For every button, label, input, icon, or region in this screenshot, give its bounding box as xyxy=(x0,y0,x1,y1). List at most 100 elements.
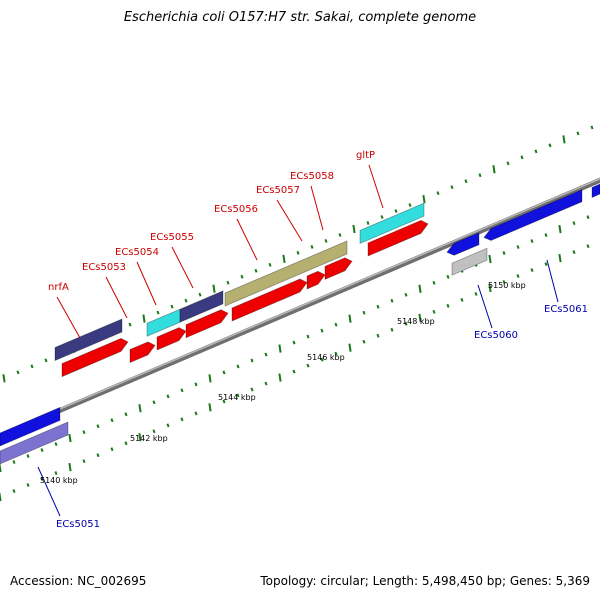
tick-mark xyxy=(478,173,482,178)
tick-mark xyxy=(124,441,128,446)
tick-mark xyxy=(422,194,426,204)
tick-mark xyxy=(26,483,30,488)
tick-mark xyxy=(254,268,258,273)
tick-mark xyxy=(306,363,310,368)
tick-mark xyxy=(278,373,282,382)
leader-line xyxy=(37,466,61,517)
tick-mark xyxy=(12,489,16,493)
tick-mark xyxy=(334,322,338,327)
tick-mark xyxy=(128,322,132,327)
gene-feature-blue xyxy=(0,406,61,447)
tick-mark xyxy=(534,149,538,154)
tick-mark xyxy=(460,297,464,302)
tick-mark xyxy=(296,250,300,255)
tick-mark xyxy=(166,394,170,399)
tick-mark xyxy=(572,250,576,255)
leader-line xyxy=(546,259,559,303)
tick-mark xyxy=(408,203,412,208)
tick-mark xyxy=(390,298,394,303)
tick-mark xyxy=(264,381,268,386)
tick-mark xyxy=(488,254,492,264)
tick-mark xyxy=(110,447,114,452)
tick-mark xyxy=(390,327,394,332)
tick-mark xyxy=(184,298,188,303)
tick-mark xyxy=(576,131,580,136)
gene-label-ECs5054: ECs5054 xyxy=(115,247,159,258)
tick-mark xyxy=(12,460,16,464)
tick-mark xyxy=(268,262,272,267)
gene-label-nrfA: nrfA xyxy=(48,282,69,293)
tick-mark xyxy=(194,382,198,387)
tick-mark xyxy=(152,429,156,434)
scale-label: 5146 kbp xyxy=(307,353,345,362)
tick-mark xyxy=(474,291,478,296)
tick-mark xyxy=(250,387,254,392)
tick-mark xyxy=(380,215,384,219)
gene-label-ECs5060: ECs5060 xyxy=(474,330,518,341)
genome-backbone xyxy=(0,177,600,439)
gene-label-ECs5056: ECs5056 xyxy=(214,204,258,215)
tick-mark xyxy=(324,238,328,243)
gene-label-ECs5058: ECs5058 xyxy=(290,171,334,182)
tick-mark xyxy=(334,351,338,356)
tick-mark xyxy=(432,309,436,314)
tick-mark xyxy=(492,165,496,174)
map-title: Escherichia coli O157:H7 str. Sakai, com… xyxy=(123,10,477,25)
tick-mark xyxy=(68,433,72,443)
tick-mark xyxy=(558,224,562,234)
tick-mark xyxy=(226,280,230,285)
cds-arrow xyxy=(306,270,326,290)
tick-mark xyxy=(152,400,156,405)
gene-feature-blue xyxy=(591,183,600,199)
tick-row-2 xyxy=(0,215,590,473)
scale-label: 5150 kbp xyxy=(488,281,526,290)
gene-label-gltP: gltP xyxy=(356,150,375,161)
tick-mark xyxy=(180,388,184,393)
tick-mark xyxy=(352,224,356,234)
tick-mark xyxy=(250,358,254,363)
tick-mark xyxy=(404,292,408,297)
tick-mark xyxy=(96,424,100,429)
labels: nrfA ECs5053 ECs5054 ECs5055 ECs5056 ECs5057 E… xyxy=(40,150,588,530)
tick-mark xyxy=(208,403,212,412)
tick-mark xyxy=(16,370,20,375)
scale-label: 5148 kbp xyxy=(397,317,435,326)
tick-mark xyxy=(394,209,398,214)
scale-label: 5140 kbp xyxy=(40,476,78,485)
tick-mark xyxy=(26,454,30,459)
tick-mark xyxy=(138,404,142,413)
gene-feature-lavender xyxy=(0,421,69,465)
tick-mark xyxy=(464,179,468,184)
gene-feature-olive xyxy=(224,240,348,307)
tick-mark xyxy=(138,433,142,442)
genome-summary-text: Topology: circular; Length: 5,498,450 bp… xyxy=(260,574,590,588)
tick-mark xyxy=(516,245,520,249)
tick-mark xyxy=(156,310,160,315)
tick-mark xyxy=(520,155,524,160)
cds-arrow xyxy=(129,341,156,364)
tick-mark xyxy=(30,364,34,369)
label-leader-lines xyxy=(37,164,559,517)
tick-mark xyxy=(502,251,506,255)
tick-mark xyxy=(376,304,380,309)
tick-mark xyxy=(54,442,58,447)
tick-mark xyxy=(306,334,310,339)
tick-mark xyxy=(40,477,44,482)
tick-mark xyxy=(418,284,422,293)
tick-mark xyxy=(418,313,422,322)
tick-mark xyxy=(432,280,436,285)
cds-arrow xyxy=(156,327,187,351)
tick-mark xyxy=(530,239,534,243)
tick-mark xyxy=(222,399,226,404)
tick-mark xyxy=(142,314,146,323)
accession-text: Accession: NC_002695 xyxy=(10,574,147,588)
tick-mark xyxy=(366,221,370,225)
tick-mark xyxy=(170,304,174,309)
cds-arrow xyxy=(367,219,429,257)
tick-mark xyxy=(54,471,58,476)
leader-line xyxy=(310,185,324,231)
tick-mark xyxy=(436,191,440,196)
tick-mark xyxy=(240,274,244,279)
